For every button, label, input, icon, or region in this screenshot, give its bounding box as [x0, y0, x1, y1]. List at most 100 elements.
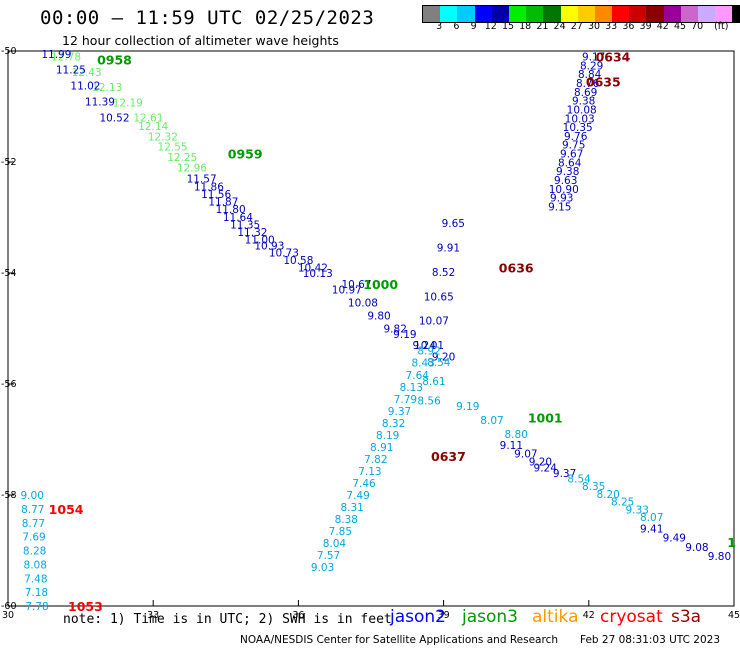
wave-height-value: 10.13 — [303, 268, 333, 280]
wave-height-value: 10.07 — [419, 316, 449, 328]
wave-height-value: 9.80 — [708, 551, 731, 563]
pass-time-label: 0636 — [499, 260, 534, 275]
wave-height-value: 7.85 — [329, 526, 352, 538]
wave-height-value: 8.69 — [574, 87, 597, 99]
pass-time-label: 0634 — [596, 50, 631, 65]
wave-height-value: 10.65 — [424, 291, 454, 303]
y-tick-label: -58 — [1, 490, 17, 501]
wave-height-value: 11.64 — [223, 212, 253, 224]
wave-height-value: 9.03 — [311, 562, 334, 574]
wave-height-value: 10.08 — [567, 104, 597, 116]
wave-height-value: 11.80 — [216, 204, 246, 216]
plot-frame — [7, 50, 735, 607]
color-scale-label: 9 — [470, 21, 477, 32]
color-swatch — [423, 6, 441, 22]
satellite-legend-jason3: jason3 — [462, 607, 518, 627]
x-tick-label: 42 — [583, 610, 595, 621]
pass-time-label: 1000 — [363, 277, 398, 292]
wave-height-value: 12.43 — [72, 67, 102, 79]
color-swatch — [577, 6, 595, 22]
color-swatch — [612, 6, 630, 22]
wave-height-value: 10.93 — [254, 240, 284, 252]
wave-height-value: 8.32 — [382, 418, 405, 430]
timestamp: Feb 27 08:31:03 UTC 2023 — [580, 634, 720, 646]
wave-height-value: 11.57 — [187, 174, 217, 186]
wave-height-value: 12.19 — [113, 97, 143, 109]
wave-height-value: 8.29 — [580, 60, 603, 72]
pass-time-label: 1053 — [68, 599, 103, 614]
wave-height-value: 9.11 — [500, 440, 523, 452]
wave-height-value: 9.19 — [456, 401, 479, 413]
wave-height-value: 8.07 — [640, 512, 663, 524]
wave-height-value: 8.80 — [505, 429, 528, 441]
color-scale-label: 24 — [553, 21, 566, 32]
wave-height-value: 9.20 — [432, 351, 455, 363]
wave-height-value: 9.93 — [550, 193, 573, 205]
x-tick-label: 45 — [728, 610, 740, 621]
color-scale-labels: 3 6 9 12 15 18 21 24 27 30 33 36 39 42 45 70 (ft) — [422, 21, 732, 35]
wave-height-value: 8.04 — [323, 538, 347, 550]
y-tick-label: -56 — [1, 379, 17, 390]
wave-height-value: 9.07 — [514, 448, 537, 460]
wave-height-value: 8.19 — [376, 430, 399, 442]
wave-height-value: 10.97 — [332, 285, 362, 297]
wave-height-value: 8.92 — [417, 346, 440, 358]
axes: 30 33 36 39 42 45 -50 -52 -54 -56 -58 -60 — [1, 46, 740, 621]
wave-height-value: 9.20 — [529, 457, 552, 469]
wave-height-value: 10.90 — [549, 184, 579, 196]
color-scale-label: 27 — [570, 21, 583, 32]
wave-height-value: 8.77 — [22, 518, 45, 530]
wave-height-value: 7.48 — [24, 573, 47, 585]
wave-height-value: 7.82 — [364, 454, 387, 466]
wave-height-value: 8.28 — [23, 546, 46, 558]
wave-height-value: 7.18 — [25, 587, 48, 599]
pass-time-label: 0958 — [97, 52, 132, 67]
color-swatch — [491, 6, 509, 22]
pass-time-label: 0959 — [228, 147, 263, 162]
color-swatch — [543, 6, 561, 22]
wave-height-value: 11.25 — [56, 65, 86, 77]
wave-height-value: 7.69 — [22, 532, 45, 544]
wave-height-value: 8.77 — [21, 504, 44, 516]
wave-height-value: 8.56 — [417, 396, 441, 408]
wave-height-value: 11.56 — [201, 189, 231, 201]
wave-height-value: 8.31 — [340, 502, 363, 514]
wave-height-value: 8.54 — [567, 473, 591, 485]
wave-height-value: 8.84 — [578, 69, 602, 81]
wave-height-value: 9.37 — [388, 406, 411, 418]
color-swatch — [646, 6, 664, 22]
pass-time-label: 0637 — [431, 449, 466, 464]
wave-height-value: 12.78 — [51, 52, 81, 64]
wave-height-value: 10.08 — [348, 298, 378, 310]
wave-height-value: 12.96 — [177, 163, 207, 175]
wave-height-value: 8.13 — [400, 382, 423, 394]
color-swatch — [732, 6, 740, 22]
wave-height-value: 8.61 — [422, 376, 445, 388]
wave-height-value: 7.57 — [317, 550, 340, 562]
wave-height-value: 8.08 — [24, 559, 47, 571]
wave-height-value: 9.91 — [437, 242, 460, 254]
wave-height-value: 11.87 — [208, 197, 238, 209]
wave-height-value: 9.15 — [548, 201, 571, 213]
wave-height-value: 7.79 — [394, 394, 417, 406]
wave-height-value: 9.63 — [554, 175, 577, 187]
pass-time-label: 0635 — [586, 75, 621, 90]
wave-height-value: 9.17 — [582, 52, 605, 64]
data-marks: 12.78 12.43 12.13 12.19 12.6112.1412.3212.55… — [21, 49, 736, 614]
wave-height-value: 12.25 — [167, 152, 197, 164]
wave-height-value: 8.25 — [611, 497, 634, 509]
wave-height-value: 9.33 — [626, 504, 649, 516]
color-swatch — [440, 6, 458, 22]
color-scale-label: 3 — [436, 21, 443, 32]
wave-height-value: 12.13 — [92, 82, 122, 94]
footer-note: note: 1) Time is in UTC; 2) SWH is in fe… — [63, 612, 392, 627]
wave-height-value: 12.32 — [148, 131, 178, 143]
x-tick-label: 36 — [292, 610, 304, 621]
wave-height-value: 8.38 — [335, 514, 358, 526]
wave-height-value: 10.67 — [341, 279, 371, 291]
color-swatch — [698, 6, 716, 22]
wave-height-value: 7.13 — [358, 466, 381, 478]
wave-height-value: 10.58 — [283, 255, 313, 267]
color-swatch — [457, 6, 475, 22]
color-scale-label: 30 — [587, 21, 601, 32]
